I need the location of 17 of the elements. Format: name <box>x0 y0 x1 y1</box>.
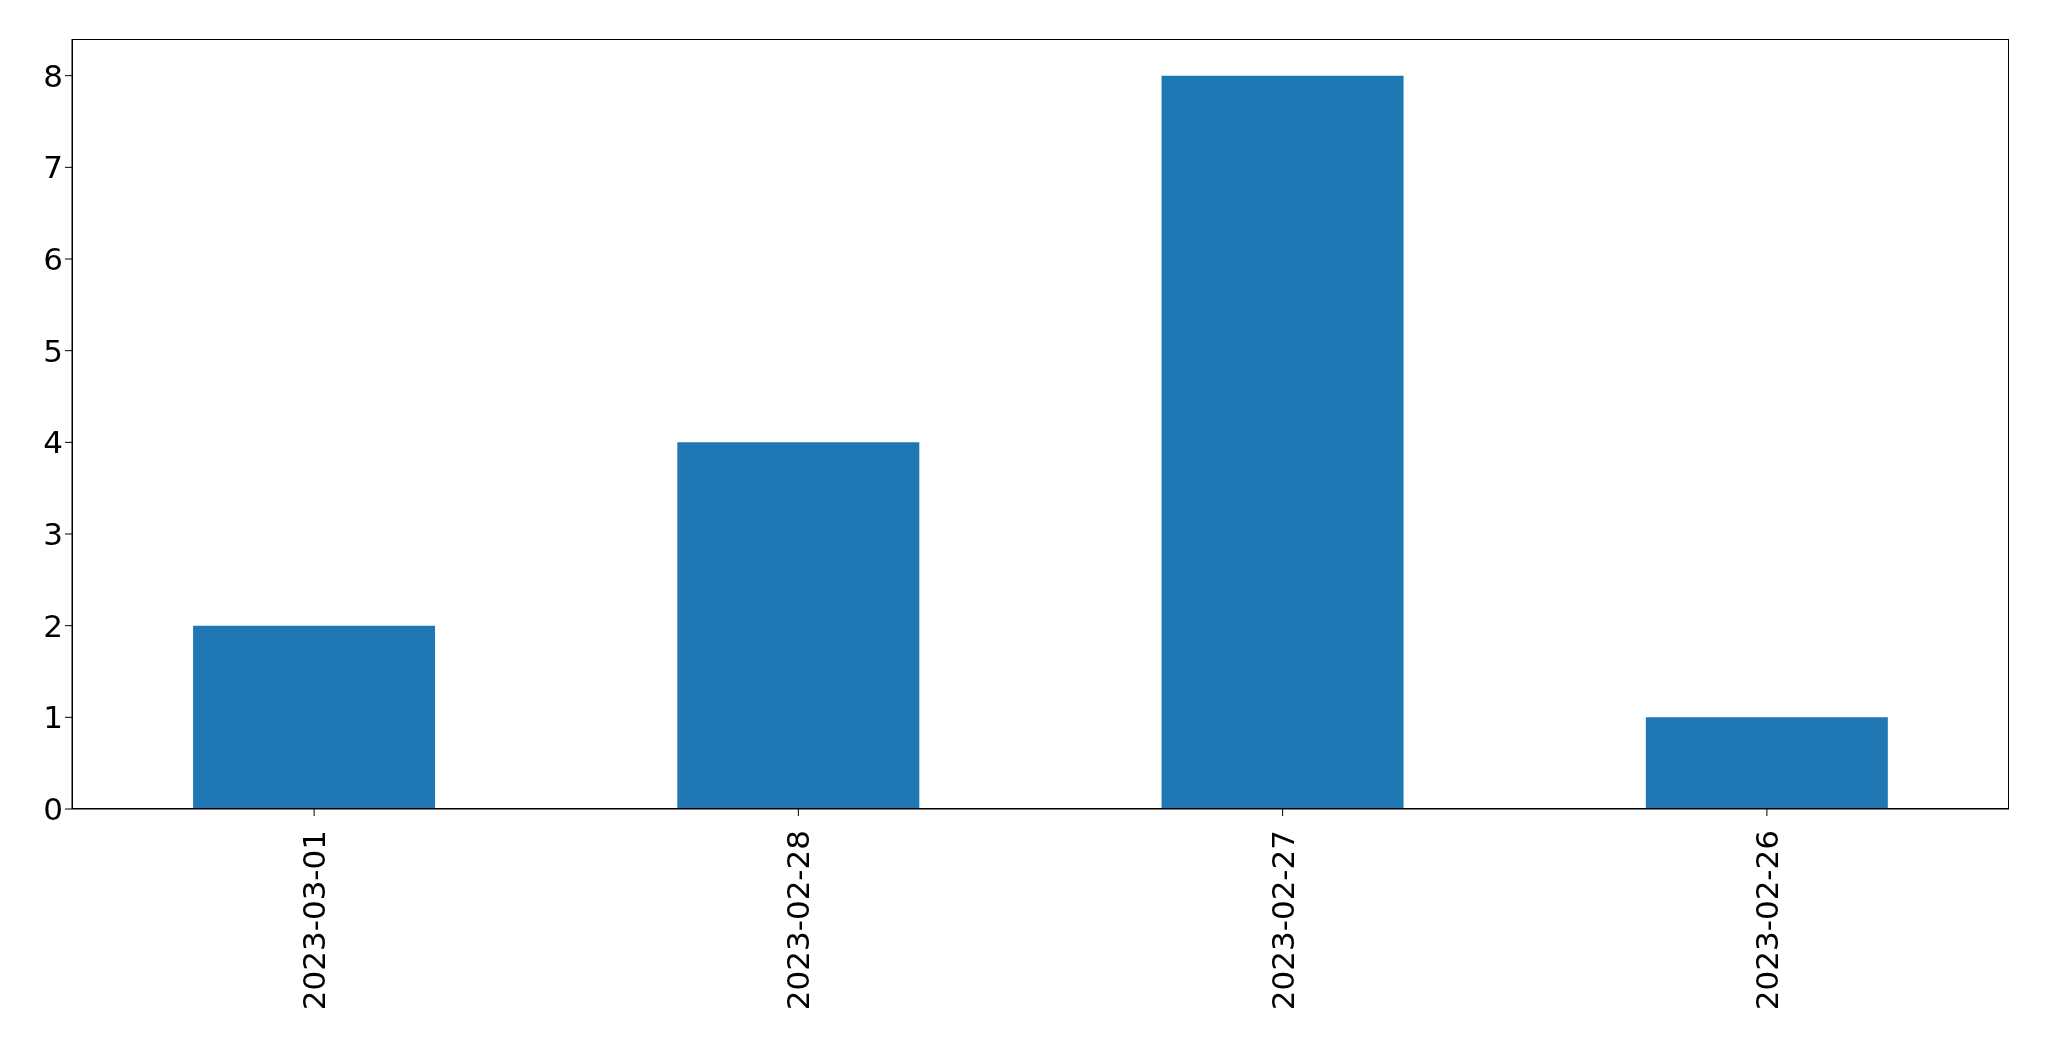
y-tick-label: 7 <box>43 149 63 186</box>
x-tick-label: 2023-02-26 <box>1748 830 1785 1011</box>
bar <box>1161 75 1404 809</box>
y-tick-label: 3 <box>43 516 63 553</box>
bar <box>193 625 436 809</box>
bar <box>677 442 920 809</box>
x-tick-label: 2023-02-27 <box>1264 830 1301 1011</box>
bar <box>1645 717 1888 809</box>
y-tick-label: 2 <box>43 607 63 644</box>
x-tick-label: 2023-03-01 <box>296 830 333 1011</box>
y-tick-label: 1 <box>43 699 63 736</box>
y-tick-label: 5 <box>43 332 63 369</box>
y-tick-label: 0 <box>43 791 63 828</box>
y-tick-label: 4 <box>43 424 63 461</box>
y-tick-label: 8 <box>43 57 63 94</box>
y-tick-label: 6 <box>43 241 63 278</box>
x-tick-label: 2023-02-28 <box>780 830 817 1011</box>
